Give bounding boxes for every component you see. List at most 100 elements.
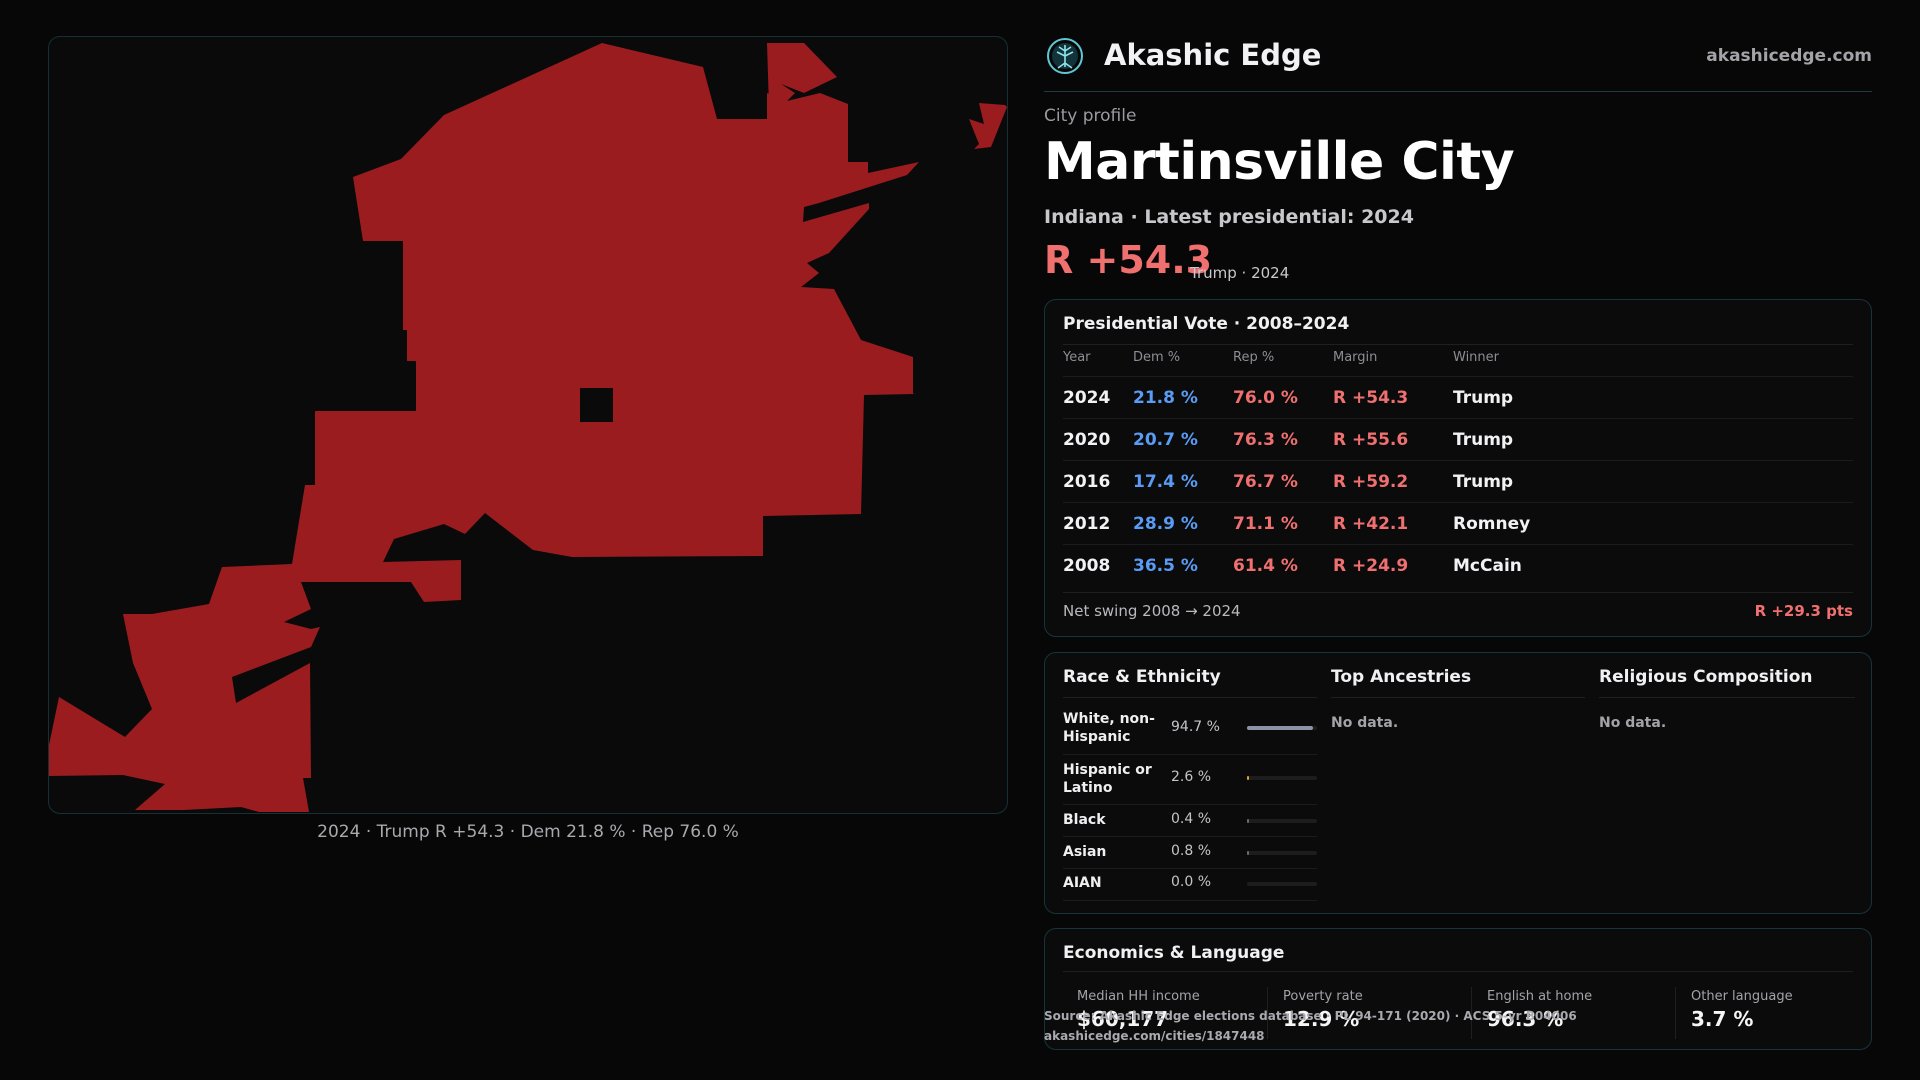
religion-section: Religious Composition No data. — [1599, 667, 1855, 731]
col-header-dem: Dem % — [1133, 350, 1181, 365]
economics-card: Economics & Language Median HH income $6… — [1044, 928, 1872, 1050]
col-header-rep: Rep % — [1233, 350, 1275, 365]
row-year: 2016 — [1063, 472, 1111, 492]
brand-name: Akashic Edge — [1104, 38, 1322, 72]
row-winner: Trump — [1453, 388, 1514, 408]
latest-margin-note: Trump · 2024 — [1190, 264, 1290, 282]
source-url-link[interactable]: akashicedge.com/cities/1847448 — [1044, 1029, 1265, 1043]
race-row: Hispanic or Latino 2.6 % — [1063, 755, 1317, 805]
race-row: Black 0.4 % — [1063, 805, 1317, 837]
ancestries-empty: No data. — [1331, 715, 1399, 731]
map-hole — [580, 388, 613, 422]
city-map[interactable] — [48, 36, 1008, 814]
race-bar-track — [1247, 726, 1317, 730]
net-swing-value: R +29.3 pts — [1754, 602, 1853, 620]
race-bar-fill — [1247, 776, 1249, 780]
race-label: Black — [1063, 812, 1106, 828]
ancestries-section: Top Ancestries No data. — [1331, 667, 1585, 731]
race-ethnicity-section: Race & Ethnicity — [1063, 667, 1317, 698]
metric-value: $60,177 — [1077, 1007, 1169, 1031]
row-rep-pct: 76.3 % — [1233, 430, 1298, 450]
presidential-vote-card: Presidential Vote · 2008–2024 Year Dem %… — [1044, 299, 1872, 637]
race-row: Asian 0.8 % — [1063, 837, 1317, 869]
col-header-margin: Margin — [1333, 350, 1378, 365]
metric-value: 3.7 % — [1691, 1007, 1754, 1031]
page-title: Martinsville City — [1044, 132, 1515, 192]
race-row: AIAN 0.0 % — [1063, 869, 1317, 901]
row-winner: McCain — [1453, 556, 1522, 576]
row-year: 2012 — [1063, 514, 1111, 534]
race-label: AIAN — [1063, 875, 1102, 891]
table-row: 2020 20.7 % 76.3 % R +55.6 Trump — [1063, 418, 1853, 460]
presidential-vote-title: Presidential Vote · 2008–2024 — [1063, 314, 1350, 334]
main-city-area — [49, 43, 919, 812]
row-margin: R +59.2 — [1333, 472, 1409, 492]
metric-label: Median HH income — [1077, 989, 1200, 1004]
race-label: Hispanic or Latino — [1063, 762, 1152, 796]
row-dem-pct: 28.9 % — [1133, 514, 1198, 534]
metric-value: 96.3 % — [1487, 1007, 1564, 1031]
col-header-winner: Winner — [1453, 350, 1500, 365]
row-dem-pct: 21.8 % — [1133, 388, 1198, 408]
race-bar-track — [1247, 776, 1317, 780]
race-row: White, non-Hispanic 94.7 % — [1063, 705, 1317, 755]
row-winner: Trump — [1453, 430, 1514, 450]
demographics-card: Race & Ethnicity White, non-Hispanic 94.… — [1044, 652, 1872, 914]
race-label: Asian — [1063, 844, 1107, 860]
religion-title: Religious Composition — [1599, 667, 1813, 687]
northeast-spike — [969, 103, 1007, 149]
row-margin: R +54.3 — [1333, 388, 1409, 408]
col-header-year: Year — [1063, 350, 1091, 365]
latest-margin: R +54.3 — [1044, 238, 1213, 282]
metric-label: Poverty rate — [1283, 989, 1363, 1004]
religion-empty: No data. — [1599, 715, 1667, 731]
race-ethnicity-title: Race & Ethnicity — [1063, 667, 1221, 687]
race-pct: 0.8 % — [1171, 843, 1212, 859]
row-winner: Romney — [1453, 514, 1531, 534]
race-bar-fill — [1247, 726, 1314, 730]
map-caption: 2024 · Trump R +54.3 · Dem 21.8 % · Rep … — [317, 822, 739, 842]
race-bar-fill — [1247, 819, 1249, 823]
row-year: 2024 — [1063, 388, 1111, 408]
race-bar-fill — [1247, 851, 1249, 855]
race-label: White, non-Hispanic — [1063, 711, 1155, 745]
row-rep-pct: 76.7 % — [1233, 472, 1298, 492]
economics-title: Economics & Language — [1063, 943, 1285, 963]
brand-header: Akashic Edge akashicedge.com — [1044, 32, 1872, 92]
table-row: 2008 36.5 % 61.4 % R +24.9 McCain — [1063, 544, 1853, 586]
brand-site-link[interactable]: akashicedge.com — [1706, 46, 1872, 66]
row-dem-pct: 17.4 % — [1133, 472, 1198, 492]
row-year: 2020 — [1063, 430, 1111, 450]
city-boundary-map — [49, 43, 1007, 812]
row-rep-pct: 76.0 % — [1233, 388, 1298, 408]
ancestries-title: Top Ancestries — [1331, 667, 1472, 687]
row-year: 2008 — [1063, 556, 1111, 576]
race-bar-track — [1247, 882, 1317, 886]
row-rep-pct: 71.1 % — [1233, 514, 1298, 534]
race-bar-track — [1247, 819, 1317, 823]
table-row: 2024 21.8 % 76.0 % R +54.3 Trump — [1063, 376, 1853, 418]
row-margin: R +42.1 — [1333, 514, 1409, 534]
source-footnote: Source: Akashic Edge elections database … — [1044, 1006, 1577, 1046]
metric-label: Other language — [1691, 989, 1793, 1004]
race-pct: 0.0 % — [1171, 874, 1212, 890]
metric-label: English at home — [1487, 989, 1593, 1004]
tree-emblem-icon — [1047, 38, 1083, 74]
table-row: 2016 17.4 % 76.7 % R +59.2 Trump — [1063, 460, 1853, 502]
net-swing-label: Net swing 2008 → 2024 — [1063, 602, 1241, 620]
race-bar-track — [1247, 851, 1317, 855]
row-margin: R +55.6 — [1333, 430, 1409, 450]
page-subtitle: Indiana · Latest presidential: 2024 — [1044, 206, 1414, 228]
page-kicker: City profile — [1044, 106, 1137, 126]
row-dem-pct: 20.7 % — [1133, 430, 1198, 450]
row-rep-pct: 61.4 % — [1233, 556, 1298, 576]
north-sliver — [767, 43, 837, 107]
row-winner: Trump — [1453, 472, 1514, 492]
source-line: Source: Akashic Edge elections database … — [1044, 1009, 1577, 1023]
city-boundary-shape — [49, 43, 1007, 812]
metric-value: 12.9 % — [1283, 1007, 1360, 1031]
race-pct: 2.6 % — [1171, 769, 1212, 785]
table-row: 2012 28.9 % 71.1 % R +42.1 Romney — [1063, 502, 1853, 544]
race-pct: 94.7 % — [1171, 719, 1220, 735]
row-margin: R +24.9 — [1333, 556, 1409, 576]
